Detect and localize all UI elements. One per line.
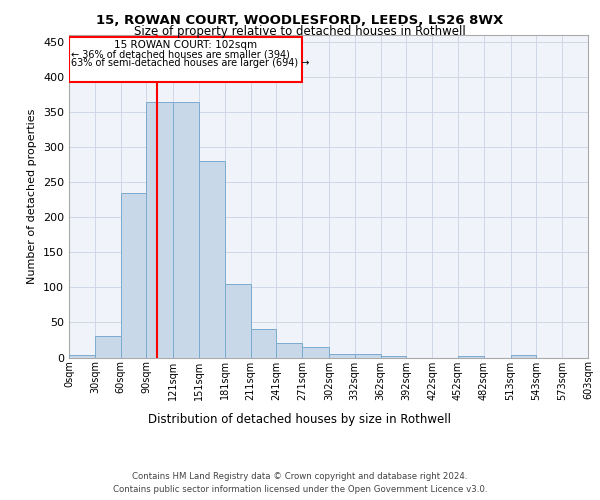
Bar — [69, 356, 95, 358]
Bar — [458, 356, 484, 358]
Bar — [277, 344, 302, 357]
Bar — [302, 347, 329, 358]
Text: ← 36% of detached houses are smaller (394): ← 36% of detached houses are smaller (39… — [71, 49, 290, 59]
Bar — [225, 284, 251, 358]
Bar — [173, 102, 199, 358]
Text: 63% of semi-detached houses are larger (694) →: 63% of semi-detached houses are larger (… — [71, 58, 309, 68]
Y-axis label: Number of detached properties: Number of detached properties — [28, 108, 37, 284]
Text: Size of property relative to detached houses in Rothwell: Size of property relative to detached ho… — [134, 25, 466, 38]
Bar — [199, 161, 225, 358]
Bar — [121, 192, 146, 358]
Bar — [69, 37, 302, 82]
Bar — [329, 354, 355, 358]
Bar — [511, 356, 536, 358]
Bar — [95, 336, 121, 357]
Bar — [146, 102, 173, 358]
Bar — [251, 330, 277, 357]
Text: 15, ROWAN COURT, WOODLESFORD, LEEDS, LS26 8WX: 15, ROWAN COURT, WOODLESFORD, LEEDS, LS2… — [97, 14, 503, 27]
Text: Distribution of detached houses by size in Rothwell: Distribution of detached houses by size … — [149, 412, 452, 426]
Text: Contains HM Land Registry data © Crown copyright and database right 2024.
Contai: Contains HM Land Registry data © Crown c… — [113, 472, 487, 494]
Bar — [380, 356, 406, 358]
Bar — [355, 354, 380, 358]
Text: 15 ROWAN COURT: 102sqm: 15 ROWAN COURT: 102sqm — [114, 40, 257, 50]
